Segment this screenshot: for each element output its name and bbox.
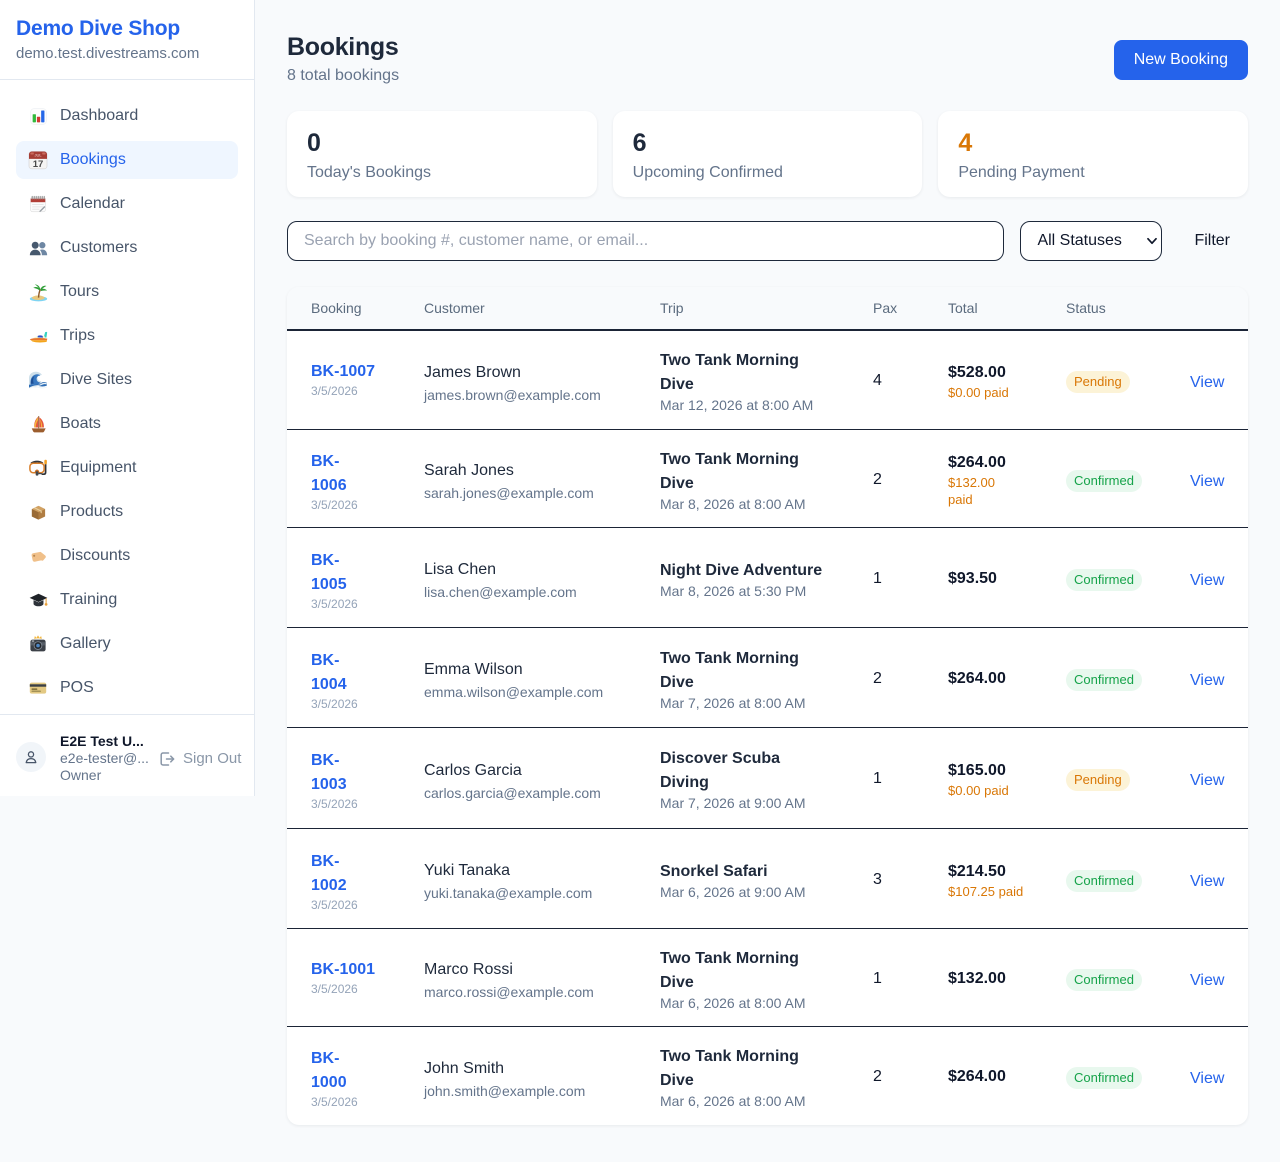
svg-text:JUL: JUL (34, 153, 42, 158)
svg-text:17: 17 (33, 159, 44, 170)
